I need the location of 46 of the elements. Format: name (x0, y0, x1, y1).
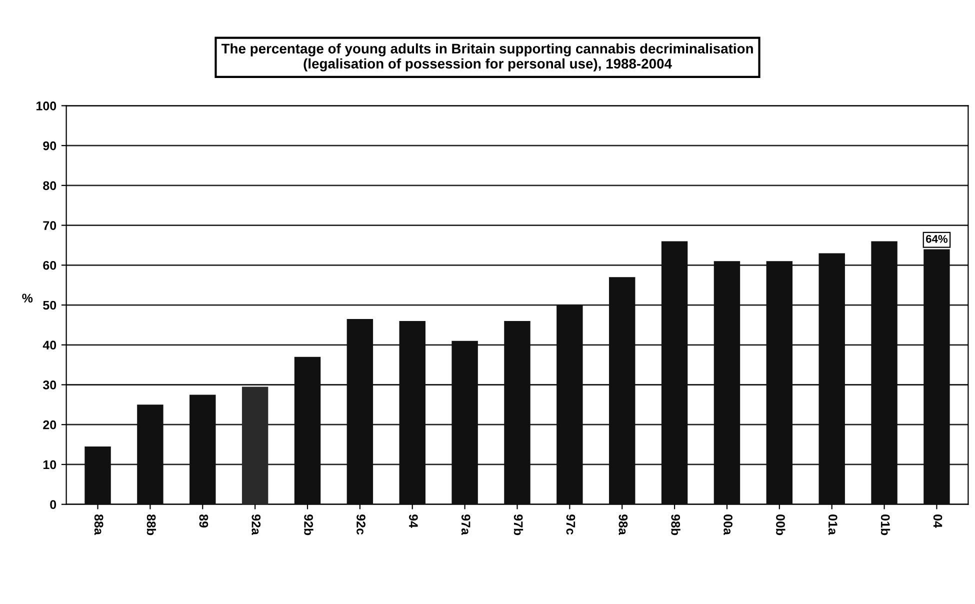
x-tick-label: 01a (828, 514, 838, 535)
y-tick-label: 20 (43, 420, 56, 430)
y-tick-label: 30 (42, 380, 56, 390)
bar (818, 253, 845, 504)
x-tick-label: 98b (671, 514, 680, 536)
bar (346, 318, 374, 504)
bar (84, 446, 111, 504)
x-tick-label: 92a (252, 514, 261, 535)
x-tick-label: 92c (356, 514, 366, 535)
data-label: 64% (926, 234, 948, 243)
x-tick-label: 00a (724, 514, 732, 535)
bar (137, 404, 164, 504)
y-tick-label: 10 (43, 460, 56, 470)
x-tick-label: 88a (94, 514, 104, 535)
bar (556, 305, 583, 504)
y-tick-label: 0 (50, 500, 56, 509)
y-tick-label: 90 (43, 141, 56, 150)
y-tick-label: 100 (36, 102, 56, 110)
y-axis-title: % (22, 294, 33, 303)
bar (661, 241, 688, 504)
bar (714, 261, 740, 504)
x-tick-label: 97c (566, 514, 576, 535)
x-tick-label: 89 (199, 514, 208, 528)
bar (399, 320, 426, 504)
x-tick-label: 97a (461, 514, 470, 535)
bar (452, 340, 478, 504)
bar (190, 394, 216, 504)
y-tick-label: 80 (43, 181, 56, 190)
chart-title: The percentage of young adults in Britain supporting cannabis decriminalisation (legalisation of possession for personal use), 1988-2004 (221, 43, 753, 72)
x-tick-label: 97b (514, 514, 524, 536)
x-tick-label: 01b (880, 514, 890, 536)
x-tick-label: 04 (933, 514, 942, 528)
y-tick-label: 60 (43, 260, 56, 270)
x-tick-label: 94 (409, 514, 418, 528)
bar (294, 356, 321, 504)
x-tick-label: 00b (776, 514, 786, 536)
bar (504, 320, 530, 504)
x-tick-label: 98a (618, 514, 628, 535)
y-tick-label: 70 (43, 221, 56, 230)
bar (871, 241, 898, 504)
bar (766, 261, 793, 504)
x-tick-label: 92b (304, 514, 314, 536)
x-tick-label: 88b (146, 514, 156, 536)
y-tick-label: 50 (43, 300, 56, 310)
bar (609, 277, 636, 504)
y-tick-label: 40 (42, 340, 56, 350)
